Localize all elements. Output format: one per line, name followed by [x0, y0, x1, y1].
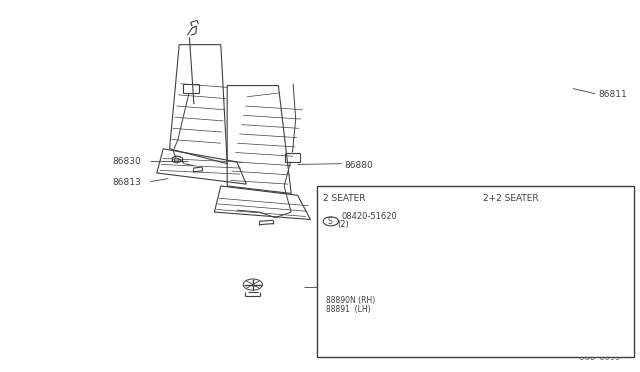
Text: (2): (2) [337, 220, 349, 229]
Text: 86811: 86811 [598, 90, 627, 99]
Text: 86813: 86813 [344, 284, 373, 293]
Text: 88891  (LH): 88891 (LH) [326, 305, 371, 314]
Text: 86880: 86880 [344, 161, 373, 170]
Text: 86830: 86830 [112, 157, 141, 166]
Bar [317, 186, 634, 357]
Text: 2 SEATER: 2 SEATER [323, 194, 365, 203]
Text: 2+2 SEATER: 2+2 SEATER [483, 194, 539, 203]
Text: S: S [328, 217, 332, 226]
Text: 86813: 86813 [112, 178, 141, 187]
Text: 88890N (RH): 88890N (RH) [326, 296, 376, 305]
Text: 08420-51620: 08420-51620 [341, 212, 397, 221]
Text: ^868*0099: ^868*0099 [572, 353, 621, 362]
